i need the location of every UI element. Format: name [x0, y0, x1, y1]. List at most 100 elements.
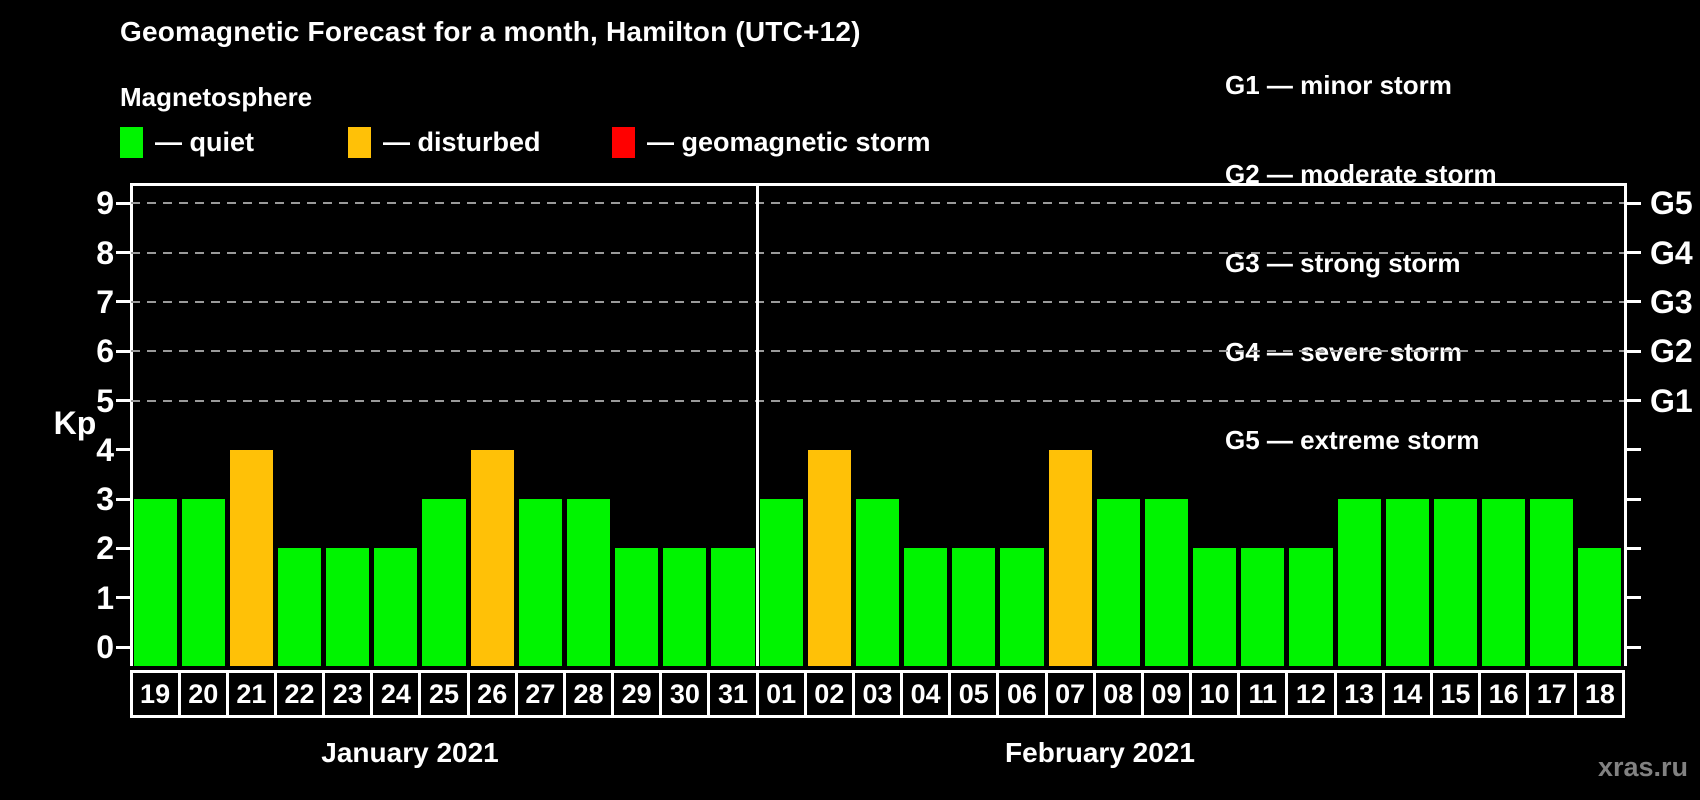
y-tick-label-9: 9 — [96, 185, 114, 222]
g-level-label-g2: G2 — [1650, 333, 1693, 370]
kp-bar-february-15 — [1433, 499, 1477, 666]
legend-item-quiet: — quiet — [120, 126, 254, 158]
y-tick-label-3: 3 — [96, 481, 114, 518]
kp-bar-january-28 — [566, 499, 611, 666]
gridline-kp6 — [131, 350, 1624, 353]
g-level-label-g1: G1 — [1650, 382, 1693, 419]
gridline-kp5 — [131, 399, 1624, 402]
g-legend-line-g1: G1 — minor storm — [1225, 70, 1452, 101]
chart-subtitle: Magnetosphere — [120, 82, 313, 112]
date-cell-20: 20 — [177, 670, 229, 718]
date-cell-09: 09 — [1140, 670, 1193, 718]
quiet-color-swatch — [120, 126, 143, 158]
watermark-xras: xras.ru — [1597, 752, 1688, 782]
date-cell-04: 04 — [900, 670, 952, 718]
y-axis-tick-left — [116, 596, 130, 600]
date-cell-19: 19 — [129, 670, 181, 718]
date-cell-28: 28 — [562, 670, 615, 718]
y-axis-tick-left — [116, 399, 130, 402]
date-cell-12: 12 — [1285, 670, 1337, 718]
date-cell-14: 14 — [1381, 670, 1433, 718]
date-cell-29: 29 — [611, 670, 663, 718]
y-tick-label-4: 4 — [96, 431, 114, 468]
kp-bar-february-16 — [1482, 499, 1526, 666]
month-label-january: January 2021 — [321, 737, 499, 768]
y-axis-tick-left — [116, 497, 130, 501]
y-tick-label-5: 5 — [96, 382, 114, 419]
kp-bar-january-22 — [277, 548, 322, 666]
y-tick-label-7: 7 — [96, 283, 114, 320]
g-level-label-g4: G4 — [1650, 234, 1693, 271]
kp-axis-title: Kp — [53, 405, 97, 441]
kp-bar-january-27 — [518, 499, 562, 666]
y-axis-tick-right — [1627, 300, 1641, 304]
kp-bar-february-04 — [904, 548, 948, 666]
legend-label-storm: — geomagnetic storm — [647, 126, 931, 157]
storm-color-swatch — [612, 126, 635, 158]
y-tick-label-0: 0 — [96, 629, 114, 665]
chart-title: Geomagnetic Forecast for a month, Hamilt… — [120, 16, 861, 47]
gridline-kp7 — [131, 300, 1624, 303]
date-cell-05: 05 — [948, 670, 1000, 718]
g-level-label-g5: G5 — [1650, 185, 1693, 222]
date-cell-06: 06 — [996, 670, 1048, 718]
y-tick-label-8: 8 — [96, 234, 114, 271]
y-axis-tick-left — [116, 251, 130, 255]
date-cell-10: 10 — [1189, 670, 1241, 718]
disturbed-color-swatch — [348, 126, 371, 158]
y-axis-tick-right — [1627, 251, 1641, 255]
kp-bar-january-19 — [133, 499, 177, 666]
kp-bar-january-20 — [181, 499, 225, 666]
legend-item-storm: — geomagnetic storm — [612, 126, 931, 158]
kp-bar-february-12 — [1289, 548, 1333, 666]
date-cell-22: 22 — [273, 670, 326, 718]
y-axis-tick-right — [1627, 497, 1641, 501]
y-axis-tick-left — [116, 201, 130, 205]
kp-bar-february-11 — [1241, 548, 1285, 666]
y-axis-tick-right — [1627, 596, 1641, 600]
kp-bar-january-25 — [422, 499, 466, 666]
legend-item-disturbed: — disturbed — [348, 126, 541, 158]
date-cell-11: 11 — [1237, 670, 1289, 718]
kp-bar-february-03 — [855, 499, 900, 666]
date-cell-18: 18 — [1574, 670, 1626, 718]
y-axis-tick-left — [116, 448, 130, 452]
date-cell-26: 26 — [466, 670, 518, 718]
date-cell-15: 15 — [1429, 670, 1481, 718]
kp-bar-january-26 — [470, 449, 514, 666]
g-legend-line-g5: G5 — extreme storm — [1225, 425, 1480, 456]
month-label-february: February 2021 — [1005, 737, 1195, 768]
plot-frame — [130, 183, 1627, 666]
kp-bar-february-07 — [1048, 449, 1092, 666]
y-tick-label-2: 2 — [96, 530, 114, 567]
date-cell-01: 01 — [755, 670, 807, 718]
kp-bar-february-10 — [1193, 548, 1237, 666]
kp-bar-january-31 — [711, 548, 755, 666]
kp-bar-february-06 — [1000, 548, 1044, 666]
y-axis-tick-right — [1627, 349, 1641, 353]
y-axis-tick-left — [116, 645, 130, 649]
date-cell-02: 02 — [803, 670, 855, 718]
date-cell-27: 27 — [514, 670, 566, 718]
y-axis-tick-right — [1627, 645, 1641, 649]
y-axis-tick-right — [1627, 399, 1641, 402]
y-tick-label-6: 6 — [96, 333, 114, 370]
kp-bar-february-09 — [1144, 499, 1189, 666]
kp-bar-february-18 — [1578, 548, 1622, 666]
gridline-kp8 — [131, 251, 1624, 254]
date-cell-21: 21 — [225, 670, 277, 718]
y-axis-tick-left — [116, 300, 130, 304]
kp-bar-january-29 — [615, 548, 659, 666]
kp-bar-january-30 — [663, 548, 707, 666]
legend-label-disturbed: — disturbed — [383, 126, 541, 157]
date-cell-25: 25 — [418, 670, 470, 718]
g-level-label-g3: G3 — [1650, 283, 1693, 320]
kp-bar-january-21 — [229, 449, 273, 666]
month-divider — [755, 183, 759, 666]
kp-bar-february-05 — [952, 548, 996, 666]
date-cell-31: 31 — [707, 670, 759, 718]
date-cell-16: 16 — [1478, 670, 1530, 718]
y-axis-tick-left — [116, 546, 130, 550]
date-cell-23: 23 — [322, 670, 374, 718]
